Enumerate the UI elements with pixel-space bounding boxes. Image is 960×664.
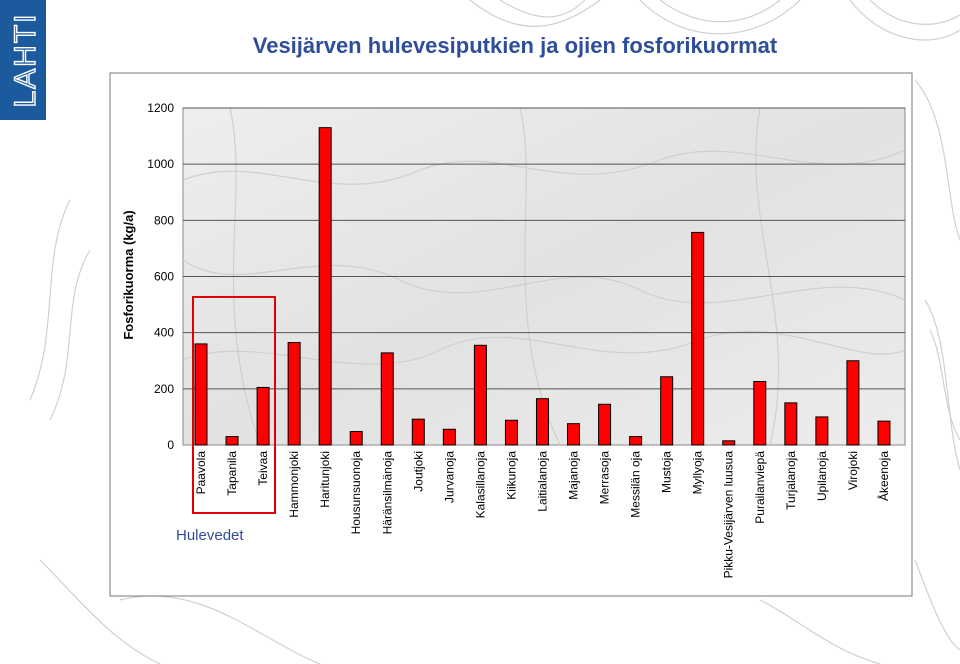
bar (691, 231, 705, 446)
x-tick-label: Joutjoki (411, 451, 425, 492)
bar (567, 423, 581, 446)
x-tick-label: Upilanoja (815, 451, 829, 501)
x-tick-label: Virojoki (846, 451, 860, 490)
bar (411, 418, 425, 446)
x-tick-label: Åkeenoja (876, 451, 891, 501)
x-tick-label: Purailanviepä (753, 451, 767, 524)
x-tick-label: Hammonjoki (287, 451, 301, 518)
x-tick-label: Majanoja (567, 451, 581, 500)
bar (504, 419, 518, 446)
x-tick-label: Laitialanoja (535, 451, 549, 512)
y-tick-label: 1000 (147, 157, 174, 171)
x-tick-label: Teivaa (256, 451, 270, 486)
x-tick-label: Häränsilmänoja (380, 451, 394, 535)
x-tick-label: Merrasoja (598, 451, 612, 505)
bar (660, 376, 674, 446)
y-tick-label: 200 (154, 382, 174, 396)
hulevedet-annotation: Hulevedet (176, 527, 244, 544)
x-tick-label: Kalasillanoja (473, 451, 487, 519)
x-tick-label: Kiikunoja (504, 451, 518, 500)
y-tick-label: 400 (154, 326, 174, 340)
y-tick-label: 0 (167, 438, 174, 452)
hulevedet-box (192, 296, 276, 514)
chart-title: Vesijärven hulevesiputkien ja ojien fosf… (252, 33, 778, 58)
bar (784, 402, 798, 446)
x-tick-label: Turjalanoja (784, 451, 798, 510)
y-tick-label: 1200 (147, 101, 174, 115)
bar (225, 436, 239, 446)
bar (380, 352, 394, 446)
bar (753, 381, 767, 446)
bar (722, 440, 736, 446)
lahti-logo: LAHTI (0, 0, 46, 120)
y-axis-label: Fosforikuorma (kg/a) (121, 210, 136, 339)
y-tick-label: 800 (154, 213, 174, 227)
x-tick-label: Paavola (194, 451, 208, 495)
bar (535, 398, 549, 446)
bar (349, 431, 363, 446)
bar (318, 127, 332, 446)
bar (815, 416, 829, 446)
bar (287, 341, 301, 446)
bar (629, 436, 643, 446)
x-tick-label: Jurvanoja (442, 451, 456, 503)
x-tick-label: Tapanila (225, 451, 239, 496)
x-tick-label: Mustoja (660, 451, 674, 493)
chart-frame (109, 72, 913, 597)
lahti-logo-wordmark: LAHTI (8, 12, 39, 108)
bar (256, 386, 270, 446)
bar (442, 428, 456, 446)
bar (473, 344, 487, 446)
bar (598, 403, 612, 446)
bar (846, 360, 860, 446)
y-tick-label: 600 (154, 270, 174, 284)
bar (194, 343, 208, 446)
bar (877, 420, 891, 446)
x-tick-label: Messilän oja (629, 451, 643, 518)
x-tick-label: Myllyoja (691, 451, 705, 495)
x-tick-label: Housunsuonoja (349, 451, 363, 535)
marble-texture (182, 107, 906, 446)
svg-text:LAHTI: LAHTI (9, 12, 39, 107)
x-tick-label: Haritunjoki (318, 451, 332, 508)
x-tick-label: Pikku-Vesijärven luusua (722, 451, 736, 579)
